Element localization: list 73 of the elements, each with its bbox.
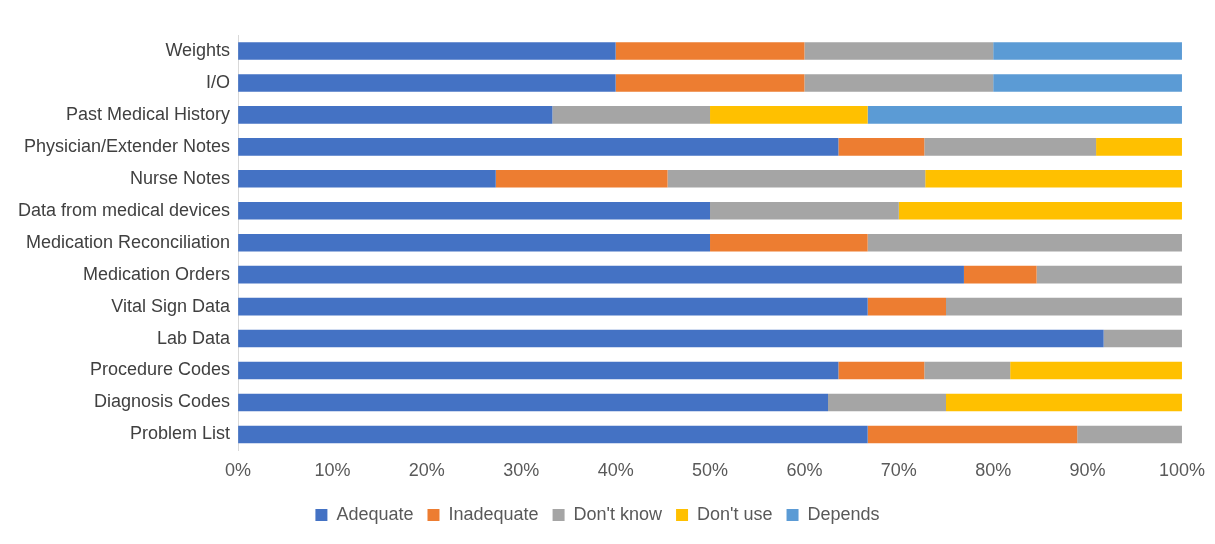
bar xyxy=(238,201,711,220)
bar xyxy=(867,297,947,316)
x-tick-label: 90% xyxy=(1069,460,1106,481)
bar xyxy=(238,233,711,252)
x-tick-label: 70% xyxy=(880,460,917,481)
legend-label: Adequate xyxy=(336,503,414,524)
bar xyxy=(238,265,964,284)
bar xyxy=(710,233,868,252)
bar xyxy=(925,170,1182,188)
bar xyxy=(1077,425,1182,444)
legend-label: Depends xyxy=(807,503,880,524)
legend-label: Don't use xyxy=(697,503,773,524)
bar xyxy=(238,425,868,444)
x-tick-label: 0% xyxy=(225,460,252,481)
bar xyxy=(924,361,1011,380)
bar xyxy=(946,393,1182,412)
bar xyxy=(838,138,925,156)
bar xyxy=(1036,265,1182,284)
y-tick-label: Physician/Extender Notes xyxy=(23,135,231,156)
x-tick-label: 30% xyxy=(503,460,540,481)
bar xyxy=(238,297,868,316)
bar xyxy=(238,170,496,188)
bar xyxy=(238,138,839,156)
legend-label: Don't know xyxy=(573,503,664,524)
bar xyxy=(238,329,1104,348)
y-tick-label: Diagnosis Codes xyxy=(94,391,231,412)
y-tick-label: Vital Sign Data xyxy=(111,295,232,316)
y-tick-label: Weights xyxy=(165,39,231,60)
x-tick-label: 60% xyxy=(786,460,823,481)
bar xyxy=(1010,361,1182,380)
bar xyxy=(828,393,947,412)
y-tick-label: Past Medical History xyxy=(66,103,231,124)
bar xyxy=(710,106,868,124)
y-tick-label: Medication Reconciliation xyxy=(25,231,231,252)
bar xyxy=(867,425,1078,444)
bar xyxy=(838,361,925,380)
bar xyxy=(1096,138,1182,156)
bar xyxy=(963,265,1037,284)
bar xyxy=(238,106,553,124)
y-tick-label: I/O xyxy=(206,71,231,92)
bar xyxy=(993,42,1182,60)
bar xyxy=(238,393,829,412)
y-tick-label: Procedure Codes xyxy=(89,359,231,380)
y-tick-label: Problem List xyxy=(130,423,231,444)
x-tick-label: 40% xyxy=(597,460,634,481)
x-tick-label: 50% xyxy=(692,460,729,481)
y-tick-label: Lab Data xyxy=(157,327,232,348)
bar xyxy=(615,74,805,92)
bar xyxy=(667,170,926,188)
bar xyxy=(804,74,994,92)
bar xyxy=(804,42,994,60)
legend-label: Inadequate xyxy=(448,503,539,524)
x-tick-label: 80% xyxy=(975,460,1012,481)
y-tick-label: Nurse Notes xyxy=(130,167,231,188)
y-tick-label: Medication Orders xyxy=(83,263,231,284)
x-tick-label: 100% xyxy=(1158,460,1205,481)
x-tick-label: 20% xyxy=(408,460,445,481)
bar xyxy=(238,42,616,60)
bar xyxy=(615,42,805,60)
bar xyxy=(993,74,1182,92)
bar xyxy=(238,361,839,380)
bar xyxy=(867,233,1182,252)
bar xyxy=(924,138,1097,156)
bar xyxy=(495,170,668,188)
bar xyxy=(898,201,1182,220)
bar xyxy=(552,106,711,124)
bar xyxy=(238,74,616,92)
bar xyxy=(1103,329,1182,348)
bar xyxy=(946,297,1182,316)
bar xyxy=(710,201,899,220)
y-tick-label: Data from medical devices xyxy=(17,199,231,220)
bar xyxy=(867,106,1182,124)
x-tick-label: 10% xyxy=(314,460,351,481)
